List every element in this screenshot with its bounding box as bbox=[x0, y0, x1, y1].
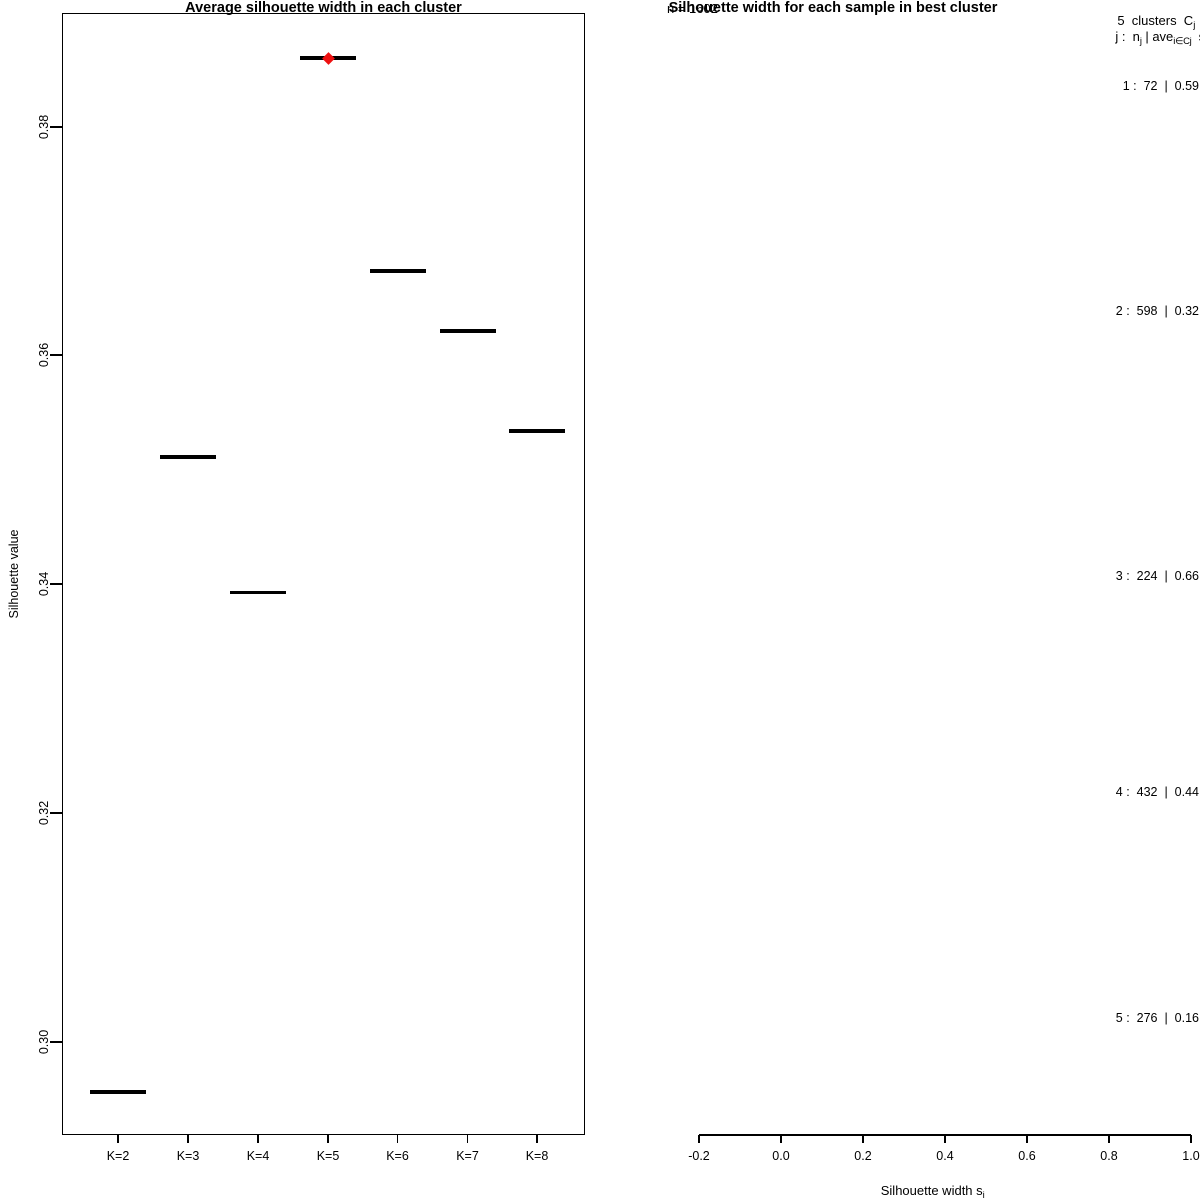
cluster-size: 224 bbox=[1136, 569, 1158, 583]
x-tick bbox=[536, 1135, 538, 1143]
cluster-row-3: 3 : 224 | 0.66 bbox=[1109, 555, 1199, 583]
y-tick-label: 0.34 bbox=[36, 571, 51, 597]
avg-width-segment-k2 bbox=[90, 1090, 146, 1094]
avg-width-segment-k3 bbox=[160, 455, 216, 459]
x-axis-title-subscript: i bbox=[982, 1190, 985, 1201]
separator: | bbox=[1157, 79, 1175, 93]
y-tick bbox=[50, 583, 62, 585]
x-tick bbox=[1190, 1135, 1192, 1143]
x-tick bbox=[466, 1135, 469, 1143]
separator: : bbox=[1129, 79, 1144, 93]
y-axis-title: Silhouette value bbox=[6, 529, 21, 619]
x-tick bbox=[1026, 1135, 1028, 1143]
x-tick bbox=[396, 1135, 399, 1143]
y-tick bbox=[50, 812, 62, 814]
avg-width-segment-k7 bbox=[439, 329, 496, 333]
y-tick-label: 0.30 bbox=[36, 1029, 51, 1055]
x-tick-label: 0.4 bbox=[936, 1149, 954, 1163]
cluster-size: 276 bbox=[1136, 1011, 1158, 1025]
x-tick bbox=[187, 1135, 189, 1143]
cluster-size: 72 bbox=[1143, 79, 1158, 93]
avg-width-segment-k6 bbox=[369, 269, 426, 273]
x-tick bbox=[257, 1135, 259, 1143]
x-tick-label: K=2 bbox=[106, 1149, 130, 1163]
x-tick bbox=[698, 1135, 700, 1143]
clusters-count-label: 5 clusters Cj bbox=[1110, 1, 1195, 31]
cluster-avg-width: 0.32 bbox=[1174, 304, 1199, 318]
cluster-j: 4 bbox=[1115, 785, 1123, 799]
x-tick bbox=[117, 1135, 119, 1143]
y-tick-label: 0.36 bbox=[36, 342, 51, 368]
legend-sub: i∈Cj bbox=[1173, 36, 1192, 47]
left-chart-title: Average silhouette width in each cluster bbox=[185, 0, 462, 16]
separator: | bbox=[1157, 785, 1175, 799]
x-tick-label: K=7 bbox=[456, 1149, 479, 1163]
y-tick bbox=[50, 126, 62, 128]
separator: | bbox=[1157, 569, 1175, 583]
x-tick bbox=[862, 1135, 864, 1143]
x-tick-label: K=3 bbox=[176, 1149, 200, 1163]
avg-width-segment-k8 bbox=[509, 429, 565, 433]
cluster-row-5: 5 : 276 | 0.16 bbox=[1109, 997, 1199, 1025]
x-tick-label: 0.2 bbox=[854, 1149, 872, 1163]
legend-part: j : n bbox=[1115, 29, 1140, 44]
cluster-avg-width: 0.59 bbox=[1174, 79, 1199, 93]
y-tick-label: 0.32 bbox=[36, 800, 51, 826]
left-plot-box bbox=[62, 13, 585, 1135]
separator: : bbox=[1122, 785, 1137, 799]
avg-width-segment-k4 bbox=[230, 590, 286, 594]
x-tick bbox=[327, 1135, 329, 1143]
x-tick bbox=[780, 1135, 782, 1143]
right-chart-title: Silhouette width for each sample in best… bbox=[668, 0, 998, 16]
x-tick bbox=[1108, 1135, 1110, 1143]
x-tick-label: 1.0 bbox=[1182, 1149, 1200, 1163]
x-axis-title-text: Silhouette width s bbox=[880, 1183, 983, 1198]
separator: : bbox=[1122, 304, 1137, 318]
y-tick bbox=[50, 1041, 62, 1043]
x-tick-label: -0.2 bbox=[688, 1149, 710, 1163]
clusters-count-subscript: j bbox=[1193, 20, 1195, 31]
x-tick bbox=[944, 1135, 946, 1143]
x-tick-label: 0.0 bbox=[772, 1149, 790, 1163]
separator: | bbox=[1157, 1011, 1175, 1025]
right-x-axis-title: Silhouette width si bbox=[829, 1171, 1029, 1201]
x-tick-label: K=5 bbox=[316, 1149, 340, 1163]
separator: : bbox=[1122, 1011, 1137, 1025]
clusters-count-text: 5 clusters C bbox=[1117, 13, 1194, 28]
x-tick-label: 0.6 bbox=[1018, 1149, 1036, 1163]
separator: | bbox=[1157, 304, 1175, 318]
cluster-avg-width: 0.16 bbox=[1174, 1011, 1199, 1025]
right-x-axis-line bbox=[699, 1134, 1191, 1136]
x-tick-label: K=8 bbox=[525, 1149, 549, 1163]
cluster-avg-width: 0.66 bbox=[1174, 569, 1199, 583]
legend-part: | ave bbox=[1141, 29, 1174, 44]
cluster-avg-width: 0.44 bbox=[1174, 785, 1199, 799]
cluster-j: 2 bbox=[1115, 304, 1123, 318]
y-tick bbox=[50, 354, 62, 356]
cluster-j: 3 bbox=[1115, 569, 1123, 583]
cluster-row-4: 4 : 432 | 0.44 bbox=[1109, 771, 1199, 799]
cluster-size: 598 bbox=[1136, 304, 1158, 318]
cluster-size: 432 bbox=[1136, 785, 1158, 799]
x-tick-label: K=6 bbox=[386, 1149, 409, 1163]
separator: : bbox=[1122, 569, 1137, 583]
n-samples-label: n = 1602 bbox=[667, 1, 718, 16]
cluster-legend-formula: j : nj | avei∈Cj si bbox=[1108, 17, 1200, 47]
y-tick-label: 0.38 bbox=[36, 114, 51, 140]
legend-part: s bbox=[1191, 29, 1200, 44]
cluster-row-2: 2 : 598 | 0.32 bbox=[1109, 290, 1199, 318]
x-tick-label: K=4 bbox=[246, 1149, 270, 1163]
cluster-j: 5 bbox=[1115, 1011, 1123, 1025]
legend-sub: j bbox=[1139, 36, 1142, 47]
cluster-j: 1 bbox=[1122, 79, 1130, 93]
cluster-row-1: 1 : 72 | 0.59 bbox=[1116, 65, 1199, 93]
x-tick-label: 0.8 bbox=[1100, 1149, 1118, 1163]
